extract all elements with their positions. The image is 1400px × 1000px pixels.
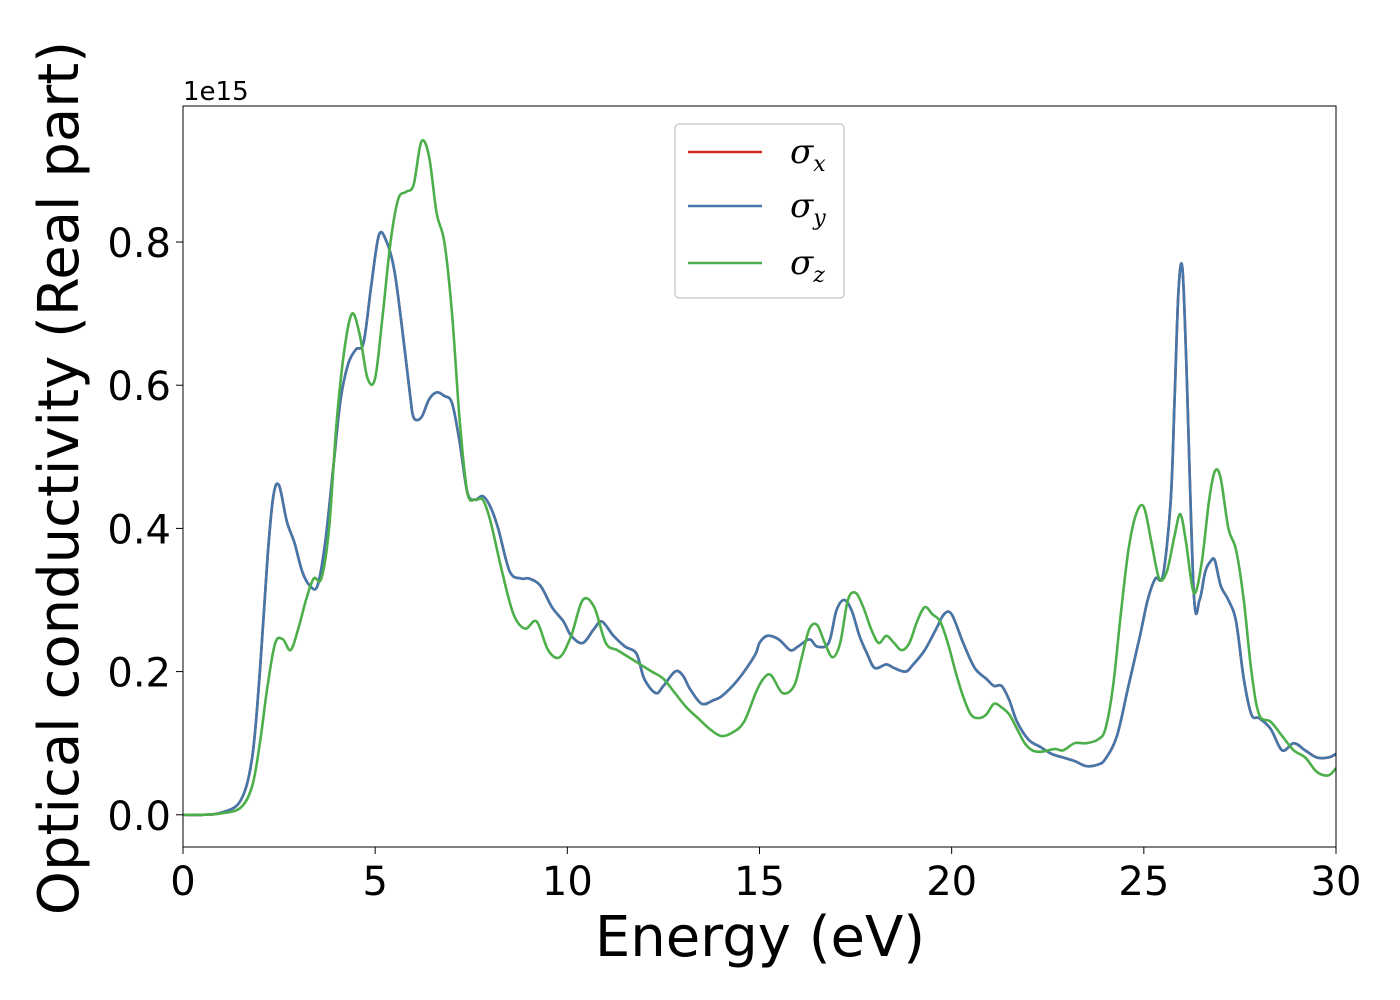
x-tick-label: 25 xyxy=(1118,859,1169,905)
y-axis-title: Optical conductivity (Real part) xyxy=(27,41,92,915)
legend-box xyxy=(674,123,845,299)
x-axis: 0 5 10 15 20 25 30 xyxy=(170,847,1361,905)
x-tick-label: 5 xyxy=(362,859,387,905)
y-tick-label: 0.8 xyxy=(107,221,171,267)
y-offset-label: 1e15 xyxy=(183,77,249,107)
legend-subscript-y: y xyxy=(812,206,826,231)
legend-symbol-sigma-x: σ xyxy=(790,132,814,172)
x-tick-label: 0 xyxy=(170,859,195,905)
y-tick-label: 0.2 xyxy=(107,651,171,697)
legend-subscript-x: x xyxy=(813,152,826,177)
legend-subscript-z: z xyxy=(812,263,825,288)
series-line-sigma-y xyxy=(182,230,1337,817)
x-tick-label: 30 xyxy=(1311,859,1362,905)
legend-label-sigma-z: σz xyxy=(790,243,825,288)
legend-label-sigma-x: σx xyxy=(790,132,826,177)
series-line-sigma-z xyxy=(182,139,1337,817)
x-tick-label: 10 xyxy=(542,859,593,905)
series-layer xyxy=(182,139,1337,817)
y-tick-label: 0.4 xyxy=(107,507,171,553)
legend: σx σy σz xyxy=(674,123,845,299)
y-axis: 0.0 0.2 0.4 0.6 0.8 xyxy=(107,221,183,840)
x-axis-title: Energy (eV) xyxy=(595,905,925,970)
legend-symbol-sigma-y: σ xyxy=(790,186,814,226)
y-tick-label: 0.6 xyxy=(107,364,171,410)
legend-label-sigma-y: σy xyxy=(790,186,826,231)
x-tick-label: 15 xyxy=(734,859,785,905)
y-tick-label: 0.0 xyxy=(107,794,171,840)
legend-symbol-sigma-z: σ xyxy=(790,243,814,283)
x-tick-label: 20 xyxy=(926,859,977,905)
